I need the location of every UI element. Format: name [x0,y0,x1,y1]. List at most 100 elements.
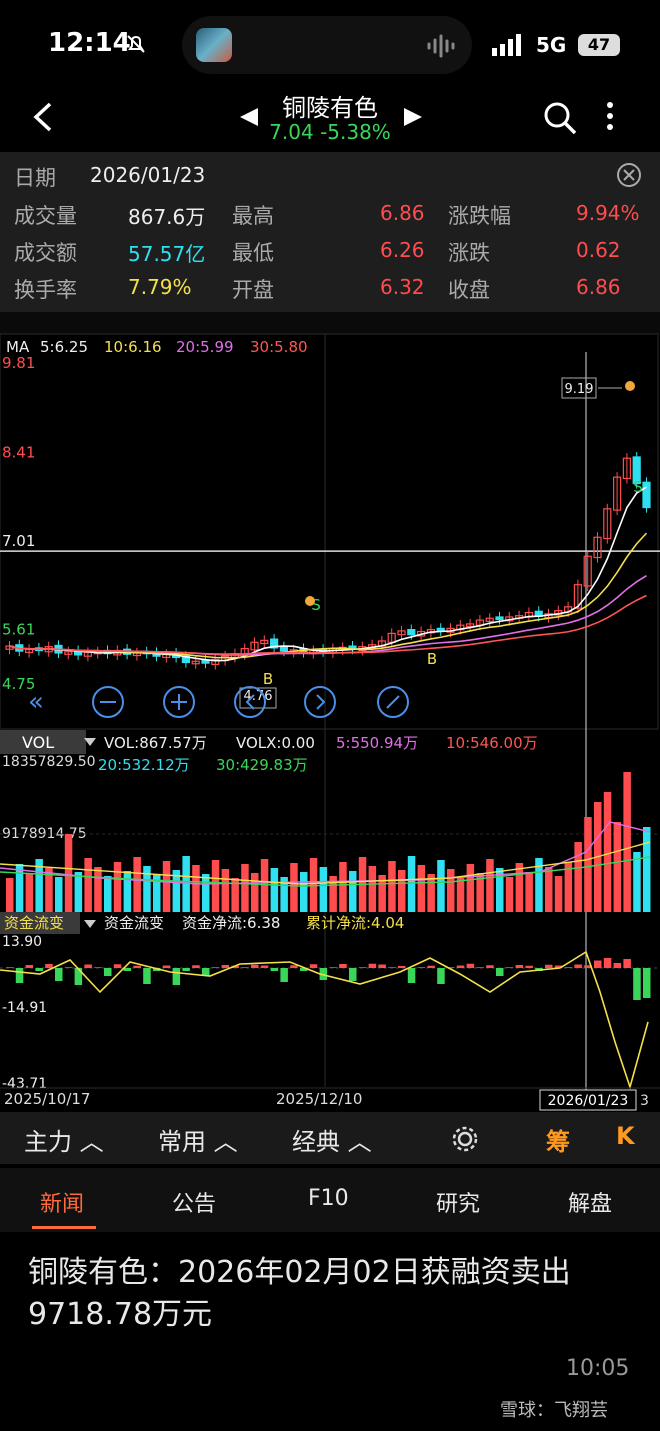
vol30-value: 30:429.83万 [216,756,308,774]
flow-bar [172,968,181,985]
flow-bar [466,963,475,968]
back-arrow-icon[interactable] [30,100,56,134]
info-label: 开盘 [232,278,274,302]
buy-signal: B [263,670,273,688]
tab-classic[interactable]: 经典 ︿ [292,1128,372,1156]
volume-bar [172,870,181,912]
flow-bar [417,967,426,968]
flow-label-bg [0,912,80,934]
ma10-value: 10:6.16 [104,338,162,356]
tab-common[interactable]: 常用 ︿ [158,1128,238,1156]
flow-bar [25,965,34,968]
candle-body [632,456,641,485]
flow-bar [456,965,465,968]
flow-bar [427,965,435,968]
flow-bar [554,965,563,968]
flow-bar [476,967,484,968]
flow-axis-mid: -14.91 [2,1000,47,1016]
flow-name: 资金流变 [104,914,164,932]
ma20-value: 20:5.99 [176,338,234,356]
volume-bar [505,877,514,912]
flow-bar [300,968,308,971]
volume-bar [633,852,641,912]
ma-line [9,486,647,662]
candle-body [603,508,612,540]
volume-bar [192,865,200,912]
flow-bar [584,965,592,968]
price-panel-frame [0,333,659,730]
scroll-left-icon: « [28,687,44,717]
next-stock-icon[interactable] [402,106,424,128]
prev-stock-icon[interactable] [238,106,260,128]
flow-bar [349,968,357,981]
flow-bar [574,964,582,968]
candle-body [466,623,475,628]
candle-body [260,639,269,645]
tab-main-force[interactable]: 主力 ︿ [24,1128,104,1156]
dynamic-island[interactable] [182,16,472,74]
lightbulb-icon [625,381,635,391]
volume-bar [407,856,416,912]
volume-bar [417,865,426,912]
flow-bar [55,968,63,981]
flow-bar [251,964,259,968]
tab-f10[interactable]: F10 [308,1186,349,1211]
volume-bar [623,772,631,912]
mute-bell-icon [127,35,145,53]
flow-bar [525,965,533,968]
ma-line [9,594,647,655]
info-label: 收盘 [448,278,490,302]
tab-research[interactable]: 研究 [436,1192,481,1217]
vol10-value: 10:546.00万 [446,734,538,752]
stock-name: 铜陵有色 [282,94,378,122]
candle-body [211,658,220,665]
content-tab-bar: 新闻 公告 F10 研究 解盘 [0,1168,660,1232]
candle-body [612,476,622,511]
volume-bar [211,860,220,912]
news-headline[interactable]: 铜陵有色：2026年02月02日获融资卖出9718.78万元 [28,1255,571,1332]
tab-announcement[interactable]: 公告 [172,1192,217,1217]
kline-chart[interactable]: MA 5:6.25 10:6.16 20:5.99 30:5.80 9.81 8.41 7.0… [0,312,660,1112]
more-menu-icon[interactable] [600,100,620,134]
close-icon[interactable] [616,162,642,188]
volume-bar [15,864,24,912]
volx-value: VOLX:0.00 [236,734,315,752]
flow-bar [260,965,269,968]
vol-label-bg [0,730,86,754]
candle-body [279,646,288,652]
flow-bar [398,966,406,968]
volume-bar [603,792,612,912]
flow-bar [143,968,151,984]
info-value: 867.6万 [128,205,206,229]
volume-bar [398,870,406,912]
flow-bar [496,968,504,976]
search-icon[interactable] [542,100,578,136]
flow-bar [15,968,24,983]
volume-bar [74,872,83,912]
flow-bar [182,968,190,971]
date-cursor-box [539,1089,637,1111]
flow-bar [6,967,14,968]
info-label: 涨跌幅 [448,204,511,228]
price-value: 7.04 [269,120,314,144]
flow-bar [613,963,622,968]
flow-bar [594,960,602,968]
candle-body [485,617,494,622]
low-price-box [239,687,277,709]
volume-bar [584,817,592,912]
volume-bar [476,873,484,912]
tab-analysis[interactable]: 解盘 [568,1192,613,1217]
tab-news[interactable]: 新闻 [40,1192,85,1217]
chart-header-strip [0,312,660,334]
settings-gear-icon[interactable] [450,1124,480,1154]
tab-kline[interactable]: K [616,1122,635,1150]
flow-bar [447,967,455,968]
kline-chart-area[interactable]: MA 5:6.25 10:6.16 20:5.99 30:5.80 9.81 8.41 7.0… [0,312,660,1112]
flow-bar [241,967,249,968]
vol5-value: 5:550.94万 [336,734,418,752]
volume-bar [6,878,14,912]
flow-bar [603,958,612,968]
volume-bar [251,873,259,912]
tab-chips[interactable]: 筹 [546,1128,570,1156]
flow-bar [329,967,337,968]
